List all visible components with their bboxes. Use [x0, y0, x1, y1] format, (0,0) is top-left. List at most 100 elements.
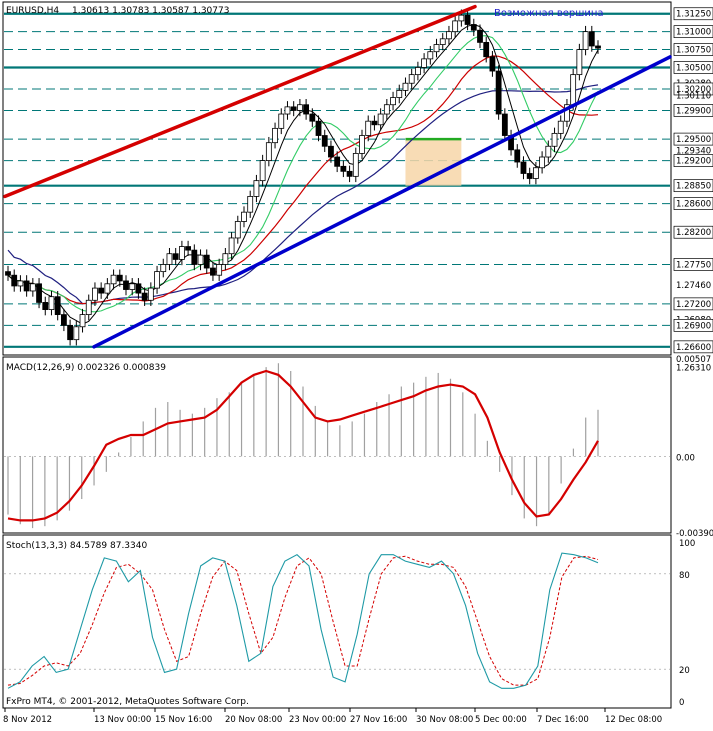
candle-body — [303, 104, 310, 115]
candle-body — [452, 20, 459, 33]
macd-panel: 0.00507 0.00 -0.00390 — [4, 355, 713, 539]
time-axis-label: 27 Nov 16:00 — [350, 715, 407, 725]
candle-body — [489, 56, 496, 72]
time-axis-label: 7 Dec 16:00 — [537, 715, 589, 725]
price-axis-label: 1.26310 — [676, 364, 711, 374]
candle-body — [352, 153, 359, 177]
candle-body — [54, 296, 61, 316]
price-tag-box — [673, 258, 713, 271]
candle-body — [98, 287, 105, 294]
candle-body — [123, 280, 129, 290]
candle-body — [532, 167, 539, 179]
candle-body — [470, 24, 477, 31]
macd-axis-label: -0.00390 — [676, 529, 713, 539]
candle-body — [365, 120, 372, 136]
candle-body — [464, 14, 471, 25]
candle-body — [433, 44, 440, 53]
candle-body — [23, 280, 30, 292]
ma-mid-line — [7, 35, 599, 313]
price-tag-box — [673, 225, 713, 239]
candle-body — [564, 104, 570, 122]
price-axis-label: 1.31000 — [676, 28, 711, 38]
candle-body — [116, 274, 123, 282]
candle-body — [278, 113, 285, 129]
candle-body — [408, 74, 415, 84]
candle-body — [439, 38, 446, 45]
candle-body — [160, 264, 167, 273]
support-trend-line — [92, 55, 672, 349]
candle-body — [29, 283, 36, 292]
price-tag-box — [673, 82, 713, 96]
candle-body — [216, 264, 223, 276]
price-panel: 1.312501.310001.307501.305001.302801.302… — [3, 4, 713, 374]
candle-body — [203, 254, 210, 269]
candle-body — [129, 283, 136, 290]
candle-body — [383, 104, 390, 115]
candle-body — [421, 58, 428, 68]
candle-body — [185, 246, 192, 251]
price-tag-box — [673, 154, 713, 167]
price-tag-box — [673, 179, 713, 193]
stoch-axis-label: 0 — [679, 698, 684, 708]
candle-body — [539, 156, 546, 169]
price-tag-box — [673, 297, 713, 311]
candle-body — [247, 196, 254, 213]
candle-body — [340, 165, 347, 172]
ohlc-readout: 1.30613 1.30783 1.30587 1.30773 — [72, 6, 229, 16]
candle-body — [48, 296, 55, 310]
candle-body — [172, 253, 179, 260]
price-axis-label: 1.29900 — [676, 106, 711, 116]
candle-body — [477, 29, 483, 43]
candle-body — [36, 283, 42, 303]
time-axis-label: 23 Nov 00:00 — [289, 715, 346, 725]
candle-body — [520, 161, 527, 174]
stoch-axis-label: 100 — [679, 539, 695, 549]
copyright-label: FxPro MT4, © 2001-2012, MetaQuotes Softw… — [6, 697, 249, 707]
resistance-trend-line — [3, 4, 477, 199]
macd-signal-line — [7, 369, 599, 522]
candle-body — [551, 132, 558, 147]
price-axis-label: 1.31250 — [676, 10, 711, 20]
price-tag-box — [673, 340, 713, 354]
candle-body — [359, 135, 365, 154]
candle-body — [570, 74, 577, 106]
consolidation-zone — [405, 139, 462, 186]
ma-fast-line — [7, 23, 599, 325]
candle-body — [5, 271, 11, 276]
candle-body — [576, 49, 583, 76]
stoch-signal-line — [7, 555, 599, 686]
candle-body — [328, 145, 334, 158]
time-axis-label: 20 Nov 08:00 — [225, 715, 282, 725]
macd-panel-frame — [2, 356, 672, 534]
candle-body — [92, 287, 98, 301]
time-axis-label: 15 Nov 16:00 — [155, 715, 212, 725]
stoch-main-line — [7, 552, 599, 689]
ma-slow-red-line — [7, 55, 599, 305]
candle-body — [284, 106, 291, 115]
price-tag-box — [673, 197, 713, 210]
candle-body — [588, 31, 595, 47]
price-tag-box — [673, 104, 713, 117]
time-axis-label: 30 Nov 08:00 — [416, 715, 473, 725]
candle-body — [309, 113, 316, 122]
candle-body — [67, 324, 74, 341]
candle-body — [191, 249, 198, 265]
candle-body — [495, 70, 502, 115]
price-tag-box — [673, 61, 713, 74]
time-axis-label: 13 Nov 00:00 — [94, 715, 151, 725]
candle-body — [501, 113, 508, 136]
candle-body — [79, 314, 86, 328]
price-tag-box — [673, 132, 713, 146]
candle-body — [73, 326, 80, 341]
candle-body — [414, 67, 421, 76]
time-axis-label: 8 Nov 2012 — [3, 715, 52, 725]
candle-body — [371, 120, 378, 126]
stoch-axis-label: 20 — [679, 666, 690, 676]
candle-body — [253, 180, 260, 197]
stoch-title: Stoch(13,3,3) 84.5789 87.3340 — [6, 541, 147, 551]
candle-body — [458, 14, 465, 22]
price-axis-label: 1.29340 — [676, 147, 711, 157]
price-axis-label: 1.27460 — [676, 281, 711, 291]
candle-body — [402, 82, 409, 91]
candle-body — [321, 135, 328, 147]
